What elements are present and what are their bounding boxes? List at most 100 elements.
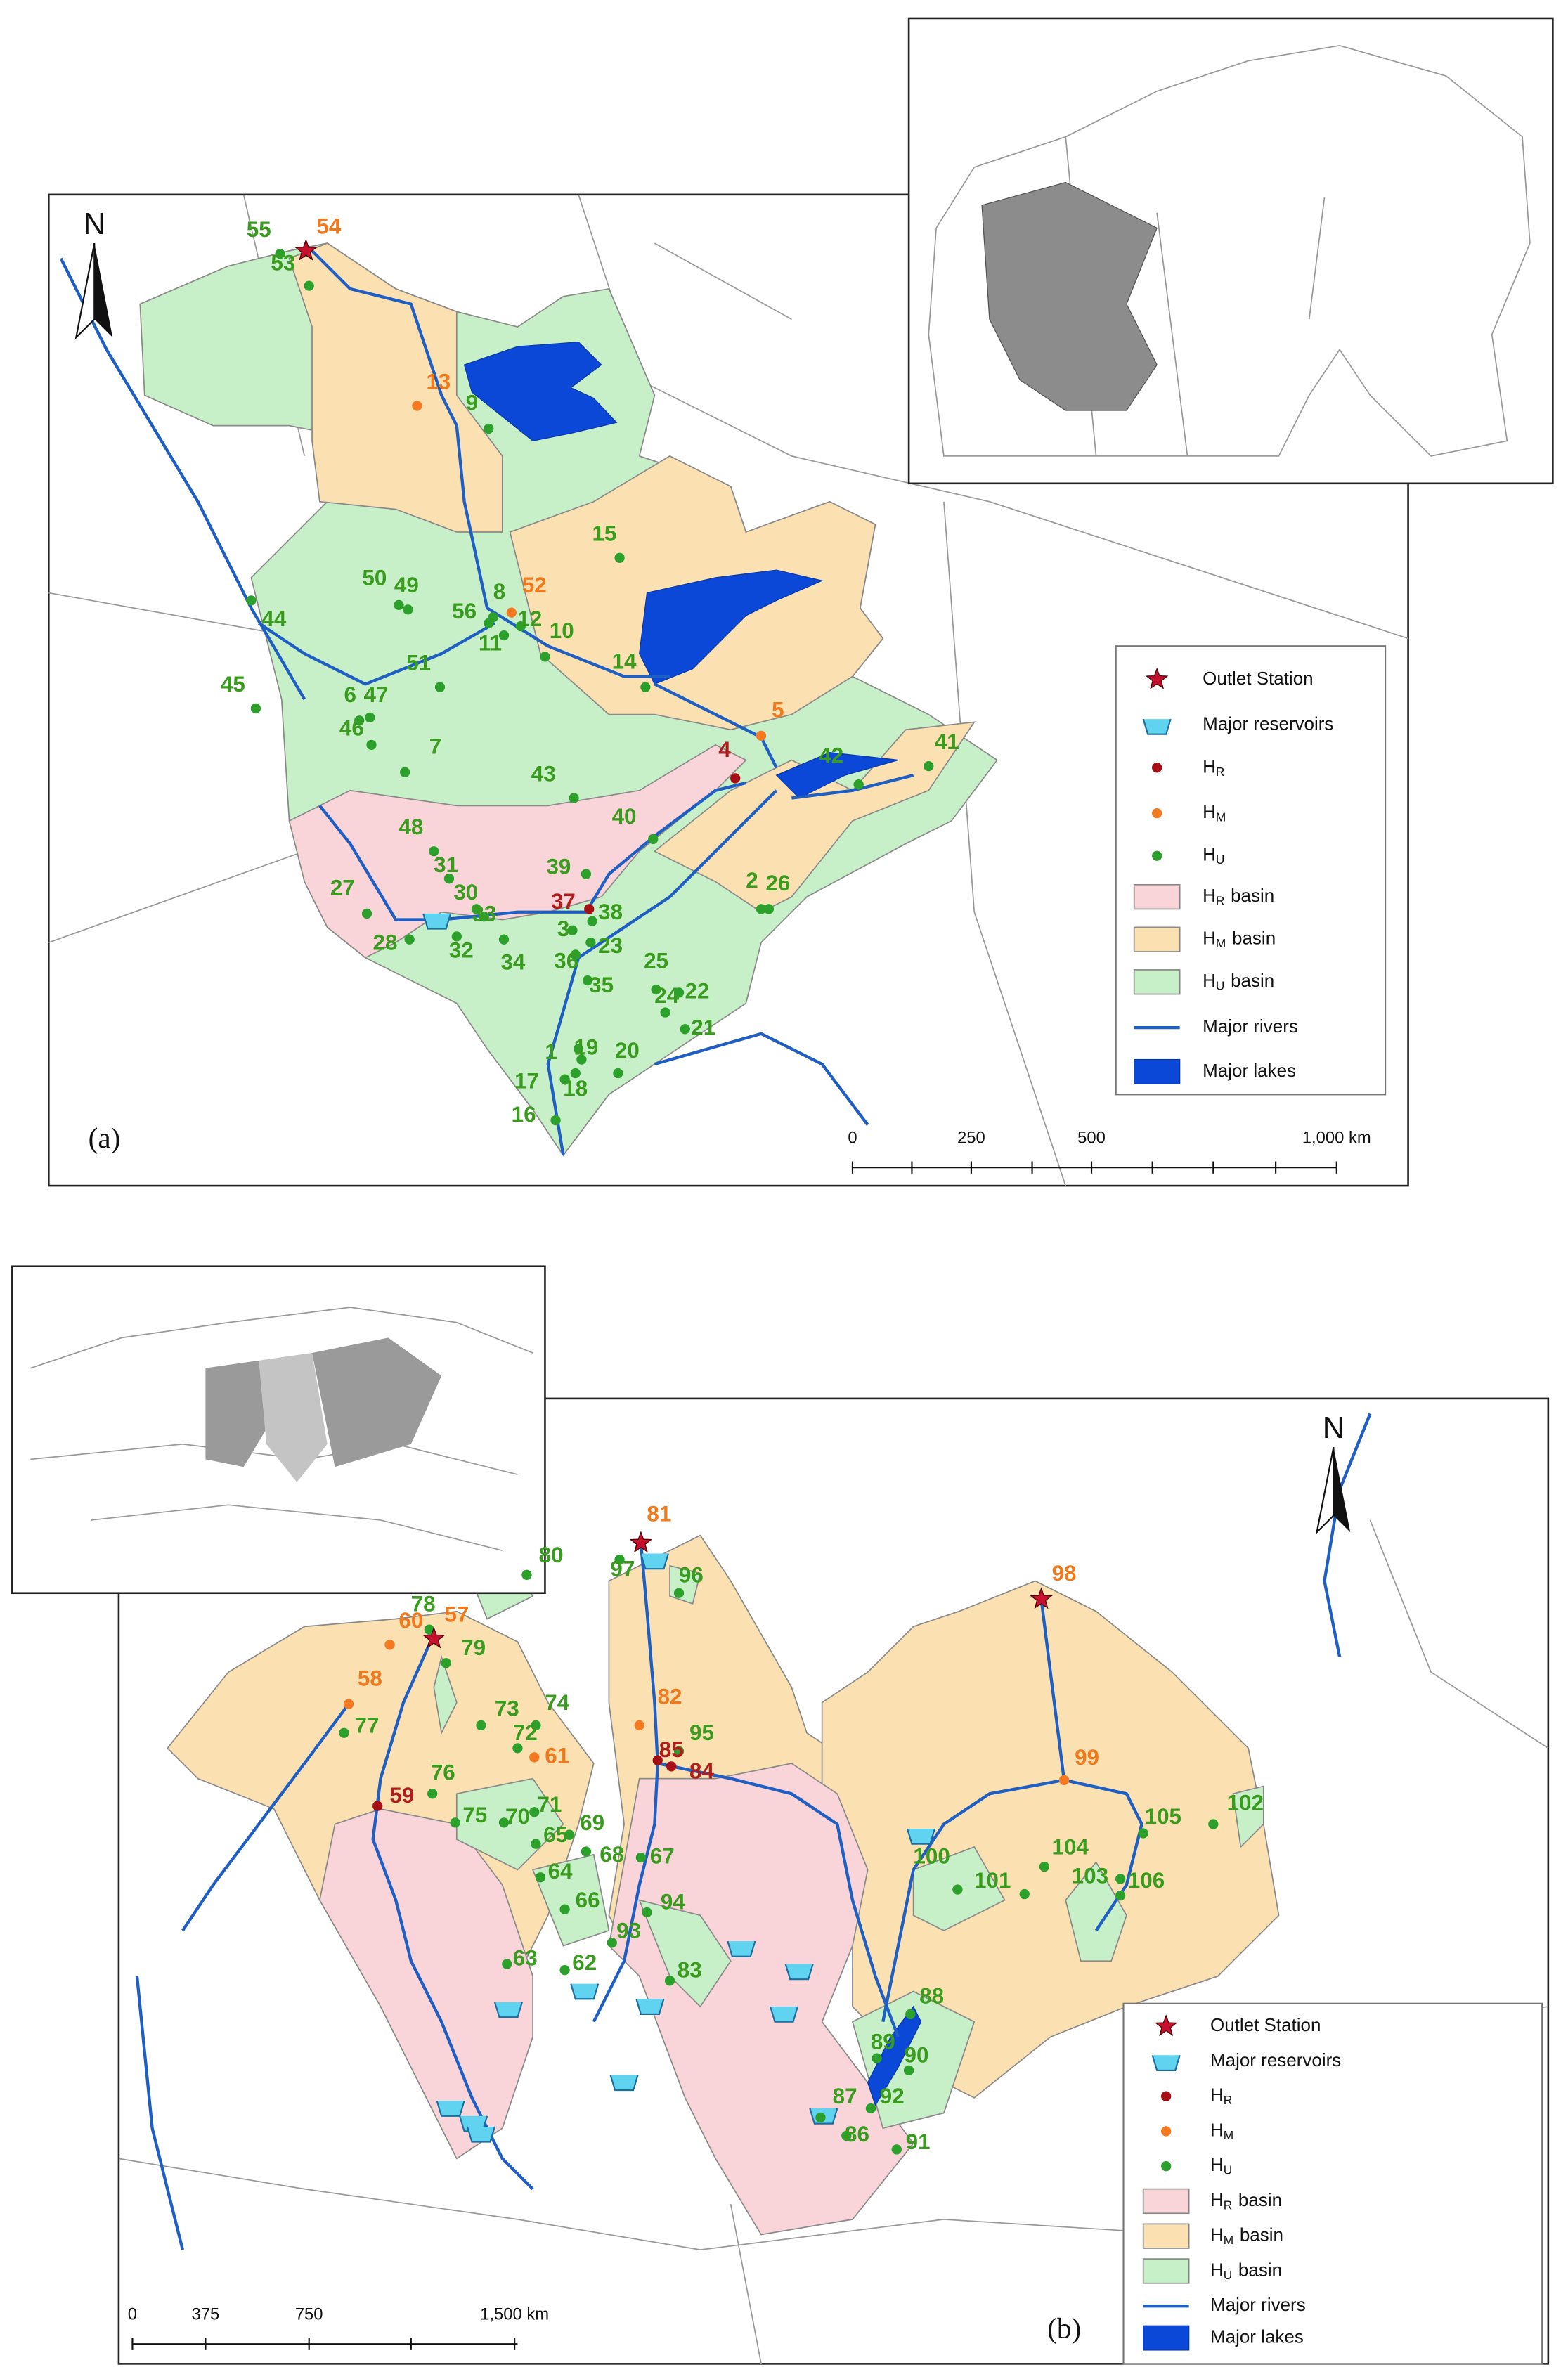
station-label: 46 [339,716,364,741]
station-label: 31 [434,853,458,877]
hr-basin [608,1763,914,2236]
station-label: 16 [512,1102,536,1127]
station-label: 14 [612,649,637,673]
scale-label: 0 [848,1129,857,1148]
reservoir-icon [609,2075,639,2092]
legend-label: HR basin [1203,885,1274,907]
station-label: 6 [344,682,356,707]
station-label: 32 [449,938,474,962]
station-label: 1 [545,1039,557,1064]
station-dot [1019,1888,1030,1900]
inset-basin [259,1353,328,1482]
hm-basin [653,721,976,913]
legend-label: Major rivers [1203,1016,1298,1037]
station-dot [673,1588,685,1598]
station-label: 69 [580,1810,604,1835]
station-label: 93 [616,1918,641,1943]
reservoir-icon [784,1964,814,1981]
legend-text: Outlet Station [1203,668,1313,689]
legend-suffix: basin [1231,885,1274,906]
legend-suffix: basin [1238,2189,1282,2210]
station-dot [730,773,741,784]
legend-text: Major rivers [1203,1016,1298,1037]
station-dot [652,1755,663,1765]
station-dot [564,1829,575,1840]
station-label: 96 [679,1562,704,1587]
station-dot [891,2144,902,2155]
legend-label: HU basin [1210,2259,1282,2281]
station-dot [434,682,446,692]
station-dot [585,937,596,948]
station-label: 61 [545,1744,569,1768]
north-label: N [84,207,105,241]
legend-label: HM [1203,801,1226,824]
station-label: 45 [221,672,245,696]
legend-label: Major rivers [1210,2294,1306,2315]
legend-symbol [1154,2014,1178,2037]
station-dot [531,1720,541,1731]
station-dot [680,1024,690,1035]
legend-text: H [1210,2085,1224,2106]
legend-suffix: basin [1232,928,1276,949]
station-dot [535,1872,546,1883]
legend-symbol [1142,2188,1190,2215]
station-dot [529,1752,540,1763]
station-label: 50 [362,565,387,590]
legend-subscript: R [1216,764,1225,778]
station-label: 90 [904,2043,928,2068]
legend-text: H [1210,2259,1224,2280]
scale-label: 1,000 km [1302,1129,1371,1148]
legend-text: Major lakes [1210,2326,1304,2347]
station-dot [763,904,774,914]
legend-symbol [1161,2091,1172,2101]
station-label: 35 [589,973,614,997]
outlet-station [629,1531,653,1553]
legend-symbol [1161,2126,1172,2137]
station-label: 10 [550,618,574,643]
station-dot [614,1555,625,1565]
station-dot [664,1976,675,1986]
scale-label: 1,500 km [480,2305,549,2324]
legend-subscript: U [1216,853,1225,867]
station-dot [841,2130,852,2141]
legend-text: Major reservoirs [1210,2049,1341,2070]
legend-text: H [1203,928,1216,949]
legend-subscript: R [1224,2093,1233,2107]
station-label: 86 [845,2122,869,2146]
station-label: 60 [399,1608,423,1633]
station-dot [673,1746,685,1756]
station-dot [1208,1819,1219,1829]
station-label: 100 [913,1843,950,1868]
station-label: 38 [598,900,623,924]
station-label: 102 [1227,1791,1264,1815]
reservoir-icon [570,1983,600,2000]
station-dot [498,630,510,641]
station-label: 58 [358,1666,382,1690]
station-label: 94 [661,1889,685,1914]
scale-label: 375 [192,2305,220,2324]
station-dot [506,607,517,618]
station-label: 65 [543,1822,568,1847]
station-dot [512,1743,523,1754]
station-label: 62 [572,1950,597,1975]
reservoir-icon [727,1940,756,1957]
station-label: 21 [691,1016,715,1040]
station-dot [559,1965,570,1976]
station-label: 70 [505,1804,530,1829]
legend-text: H [1210,2224,1224,2245]
station-dot [582,975,593,986]
station-label: 30 [453,880,478,905]
reservoir-icon [906,1828,935,1845]
outlet-station [1030,1587,1053,1609]
legend-symbol [1142,2223,1190,2249]
legend-label: Major lakes [1203,1060,1296,1081]
station-label: 52 [522,573,547,597]
station-label: 43 [531,761,556,786]
station-dot [756,904,767,914]
legend-symbol [1143,2325,1190,2351]
station-dot [531,1839,541,1849]
legend-label: Outlet Station [1210,2014,1321,2035]
station-label: 56 [452,599,477,623]
station-dot [412,401,422,411]
